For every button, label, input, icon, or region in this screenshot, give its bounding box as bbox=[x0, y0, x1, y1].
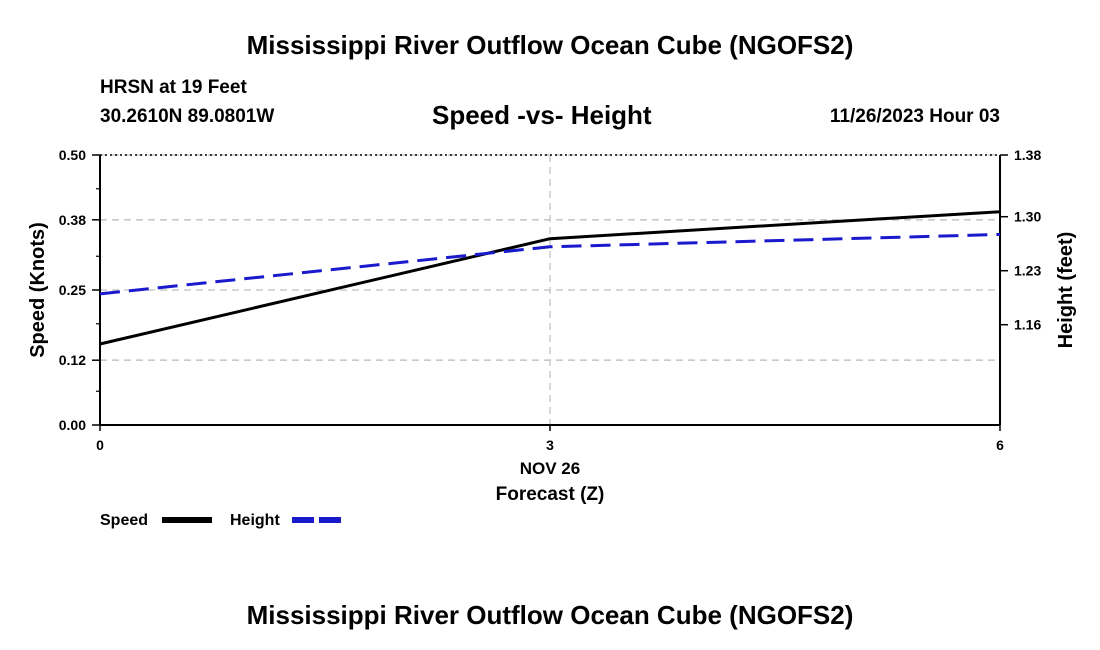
station-label: HRSN at 19 Feet bbox=[100, 77, 247, 98]
chart-subtitle: Speed -vs- Height bbox=[432, 100, 652, 130]
x-date-label: NOV 26 bbox=[520, 459, 580, 478]
legend-label-speed: Speed bbox=[100, 512, 148, 529]
legend-label-height: Height bbox=[230, 512, 280, 529]
forecast-datetime: 11/26/2023 Hour 03 bbox=[829, 106, 1000, 127]
y-left-tick-label: 0.00 bbox=[59, 417, 86, 433]
x-tick-label: 3 bbox=[546, 437, 554, 453]
y-right-tick-label: 1.16 bbox=[1014, 317, 1041, 333]
y-right-axis-title: Height (feet) bbox=[1055, 232, 1077, 349]
station-coordinates: 30.2610N 89.0801W bbox=[100, 106, 275, 127]
y-left-tick-label: 0.12 bbox=[59, 352, 86, 368]
y-right-tick-label: 1.38 bbox=[1014, 147, 1041, 163]
x-axis-title: Forecast (Z) bbox=[496, 484, 605, 505]
y-left-axis-title: Speed (Knots) bbox=[27, 222, 49, 358]
y-right-tick-label: 1.23 bbox=[1014, 263, 1041, 279]
x-tick-label: 0 bbox=[96, 437, 104, 453]
series-line-height bbox=[99, 232, 1001, 296]
y-left-tick-label: 0.25 bbox=[59, 282, 86, 298]
chart-main-title: Mississippi River Outflow Ocean Cube (NG… bbox=[246, 30, 854, 60]
y-left-tick-label: 0.38 bbox=[59, 212, 86, 228]
y-right-tick-label: 1.30 bbox=[1014, 209, 1041, 225]
chart-footer-title: Mississippi River Outflow Ocean Cube (NG… bbox=[246, 600, 854, 630]
series-line-speed bbox=[99, 210, 1001, 346]
x-tick-label: 6 bbox=[996, 437, 1004, 453]
y-left-tick-label: 0.50 bbox=[59, 147, 86, 163]
